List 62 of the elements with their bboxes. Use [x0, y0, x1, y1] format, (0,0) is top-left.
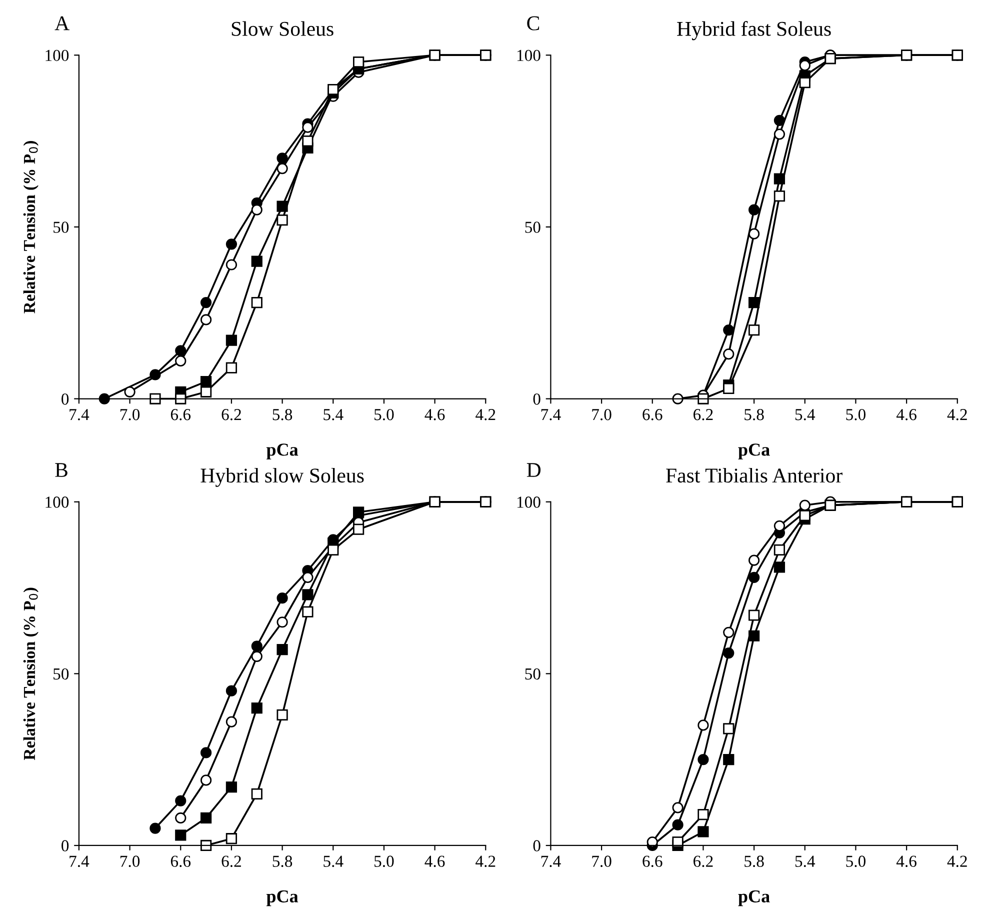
text: D [526, 463, 541, 477]
x-tick-label: 7.4 [541, 409, 561, 420]
text: A [54, 16, 70, 30]
y-tick-label: 0 [62, 840, 69, 852]
y-tick-label: 100 [517, 496, 540, 508]
x-axis-title: pCa [738, 890, 770, 906]
x-tick-label: 5.0 [846, 408, 866, 420]
x-tick-label: 4.2 [947, 409, 967, 420]
y-tick-label: 50 [525, 668, 540, 680]
x-tick-label: 5.4 [324, 856, 344, 868]
x-tick-label: 7.4 [70, 856, 90, 868]
y-axis-title: Relative Tension (% P$_{0}$) [23, 588, 38, 760]
x-tick-label: 5.0 [374, 408, 394, 420]
x-tick-label: 6.6 [170, 856, 191, 868]
x-tick-label: 5.8 [272, 856, 292, 868]
x-tick-label: 4.6 [896, 409, 916, 420]
text: B [55, 463, 68, 477]
x-tick-label: 6.2 [222, 409, 241, 420]
x-tick-label: 7.0 [592, 856, 612, 868]
x-tick-label: 6.2 [222, 856, 241, 868]
y-tick-label: 0 [62, 393, 69, 405]
x-tick-label: 4.2 [476, 409, 496, 420]
x-axis-title: pCa [266, 890, 298, 906]
y-tick-label: 50 [54, 222, 69, 233]
x-tick-label: 6.2 [694, 856, 713, 868]
x-tick-label: 7.0 [120, 856, 140, 868]
x-tick-label: 4.2 [476, 856, 496, 868]
y-tick-label: 0 [533, 393, 540, 405]
x-tick-label: 7.4 [70, 409, 90, 420]
y-axis-title: Relative Tension (% P$_{0}$) [23, 141, 38, 314]
x-tick-label: 4.2 [947, 856, 967, 868]
x-tick-label: 6.6 [642, 409, 662, 420]
x-tick-label: 5.0 [374, 856, 394, 868]
x-tick-label: 5.4 [324, 409, 344, 420]
x-tick-label: 4.6 [424, 856, 445, 868]
x-tick-label: 4.6 [896, 856, 916, 868]
y-tick-label: 100 [517, 50, 540, 62]
x-tick-label: 5.8 [744, 408, 764, 420]
chart-title: Slow Soleus [232, 21, 334, 36]
y-tick-label: 50 [54, 668, 69, 680]
text: C [527, 16, 540, 30]
chart-title: Hybrid slow Soleus [200, 468, 364, 487]
x-axis-title: pCa [266, 444, 298, 460]
y-tick-label: 50 [525, 222, 540, 233]
x-tick-label: 6.2 [694, 409, 713, 420]
x-tick-label: 5.8 [272, 408, 292, 420]
x-tick-label: 4.6 [424, 409, 445, 420]
x-tick-label: 7.0 [592, 408, 612, 420]
y-tick-label: 100 [46, 496, 69, 508]
chart-title: Hybrid fast Soleus [677, 21, 831, 40]
y-tick-label: 100 [46, 50, 69, 62]
x-tick-label: 5.8 [744, 856, 764, 868]
x-tick-label: 5.4 [795, 856, 816, 868]
chart-title: Fast Tibialis Anterior [666, 468, 842, 483]
x-tick-label: 6.6 [642, 856, 662, 868]
x-tick-label: 5.0 [846, 856, 866, 868]
x-axis-title: pCa [738, 444, 770, 460]
x-tick-label: 7.0 [120, 408, 140, 420]
x-tick-label: 5.4 [795, 409, 816, 420]
y-tick-label: 0 [533, 840, 540, 852]
x-tick-label: 6.6 [170, 409, 191, 420]
x-tick-label: 7.4 [541, 856, 561, 868]
